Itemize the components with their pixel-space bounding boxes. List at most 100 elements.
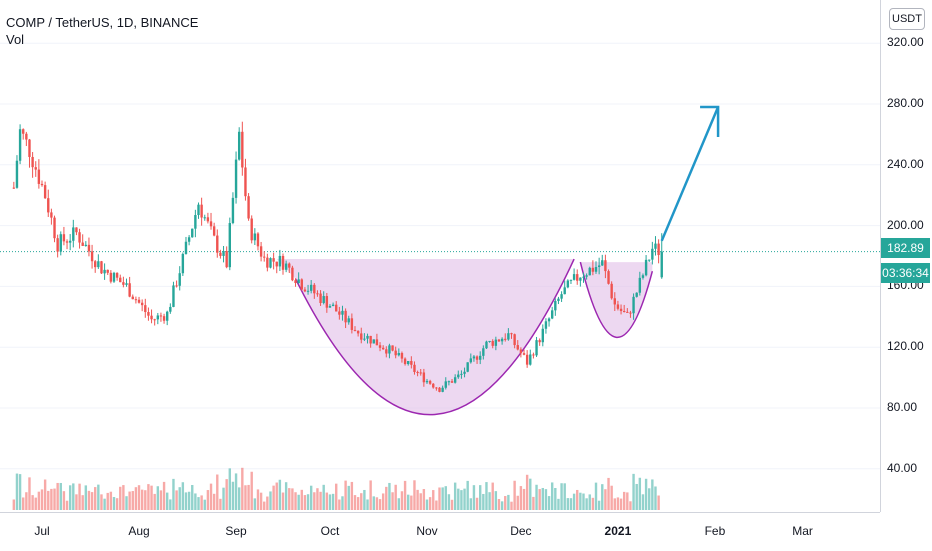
time-tick-label: Sep bbox=[225, 524, 247, 538]
volume-bar bbox=[25, 492, 28, 510]
candle-body bbox=[372, 339, 375, 344]
candle-body bbox=[300, 279, 303, 290]
volume-bar bbox=[413, 480, 416, 510]
volume-bar bbox=[153, 493, 156, 510]
volume-bar bbox=[613, 498, 616, 510]
volume-bar bbox=[37, 491, 41, 510]
volume-bar bbox=[435, 500, 438, 510]
candle-body bbox=[616, 304, 620, 309]
volume-bar bbox=[319, 491, 322, 510]
candle-body bbox=[463, 371, 466, 374]
candle-body bbox=[400, 353, 404, 359]
candle-body bbox=[576, 274, 579, 281]
volume-bar bbox=[53, 488, 56, 510]
volume-bar bbox=[144, 490, 147, 510]
price-tick-label: 120.00 bbox=[887, 339, 924, 354]
candle-body bbox=[191, 228, 194, 238]
candle-body bbox=[585, 275, 588, 277]
candle-body bbox=[488, 340, 491, 342]
projection-arrow-line bbox=[660, 106, 720, 242]
volume-bar bbox=[378, 499, 382, 510]
candle-body bbox=[579, 277, 582, 281]
candle-body bbox=[181, 253, 185, 274]
volume-bar bbox=[331, 493, 335, 510]
volume-bar bbox=[347, 485, 350, 510]
candle-body bbox=[438, 387, 441, 392]
volume-bar bbox=[532, 496, 535, 510]
candle-body bbox=[153, 319, 156, 321]
volume-bar bbox=[175, 490, 178, 510]
volume-bar bbox=[78, 483, 81, 510]
candle-body bbox=[482, 348, 485, 356]
candle-body bbox=[228, 223, 231, 268]
volume-bar bbox=[137, 485, 141, 510]
candle-body bbox=[491, 340, 494, 346]
candle-body bbox=[444, 381, 447, 388]
volume-bar bbox=[566, 498, 570, 510]
volume-bar bbox=[550, 482, 554, 510]
candle-body bbox=[619, 308, 623, 312]
candle-body bbox=[460, 373, 463, 375]
time-tick-label: Aug bbox=[128, 524, 150, 538]
candle-body bbox=[353, 329, 357, 331]
volume-bar bbox=[94, 487, 97, 510]
candle-body bbox=[59, 234, 62, 252]
candle-body bbox=[303, 289, 307, 292]
candle-body bbox=[225, 251, 228, 268]
candle-body bbox=[378, 345, 382, 348]
candle-body bbox=[200, 204, 203, 218]
candle-body bbox=[284, 263, 288, 270]
volume-bar bbox=[281, 492, 285, 510]
currency-button[interactable]: USDT bbox=[889, 8, 925, 30]
candle-body bbox=[81, 242, 84, 246]
volume-bar bbox=[100, 494, 103, 510]
candle-body bbox=[122, 282, 125, 285]
candle-body bbox=[144, 305, 147, 313]
price-chart[interactable] bbox=[0, 0, 880, 512]
candle-body bbox=[416, 371, 419, 373]
volume-bar bbox=[178, 487, 181, 510]
candle-body bbox=[47, 198, 50, 213]
volume-bar bbox=[572, 493, 576, 510]
volume-bar bbox=[410, 495, 413, 510]
volume-bar bbox=[316, 488, 319, 510]
candle-body bbox=[15, 160, 19, 188]
volume-bar bbox=[554, 488, 557, 510]
candle-body bbox=[638, 277, 642, 293]
candle-body bbox=[90, 251, 94, 262]
volume-bar bbox=[119, 486, 122, 510]
time-axis[interactable] bbox=[0, 512, 880, 551]
candle-body bbox=[601, 260, 604, 266]
volume-bar bbox=[488, 492, 491, 510]
volume-bar bbox=[500, 501, 504, 510]
volume-bar bbox=[422, 489, 426, 510]
candle-body bbox=[507, 333, 510, 340]
candle-body bbox=[25, 133, 28, 140]
volume-bar bbox=[629, 501, 632, 510]
volume-bar bbox=[616, 497, 620, 510]
candle-body bbox=[388, 345, 391, 354]
candle-body bbox=[166, 311, 169, 321]
candle-body bbox=[369, 335, 372, 344]
volume-bar bbox=[335, 483, 338, 510]
last-price-tag: 182.89 bbox=[881, 238, 930, 258]
candle-body bbox=[613, 298, 616, 305]
candle-body bbox=[394, 350, 397, 356]
candle-body bbox=[504, 338, 507, 340]
volume-bar bbox=[234, 473, 238, 510]
volume-bar bbox=[81, 495, 84, 510]
candle-body bbox=[453, 377, 457, 383]
candle-body bbox=[115, 272, 119, 278]
candle-body bbox=[103, 269, 106, 274]
candle-body bbox=[604, 260, 607, 272]
candle-body bbox=[325, 296, 329, 308]
symbol-title: COMP / TetherUS, 1D, BINANCE bbox=[6, 15, 199, 30]
candle-body bbox=[447, 381, 451, 383]
volume-bar bbox=[644, 478, 648, 510]
candle-body bbox=[269, 258, 272, 268]
volume-bar bbox=[263, 501, 266, 510]
chart-area[interactable] bbox=[0, 0, 880, 512]
candle-body bbox=[28, 139, 31, 157]
candle-body bbox=[557, 298, 560, 301]
candle-body bbox=[413, 364, 416, 372]
